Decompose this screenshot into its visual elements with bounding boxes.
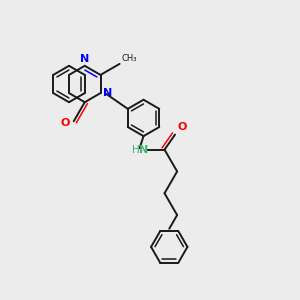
- Text: N: N: [103, 88, 112, 98]
- Text: N: N: [80, 54, 89, 64]
- Text: H: H: [132, 145, 140, 154]
- Text: O: O: [177, 122, 187, 132]
- Text: N: N: [139, 145, 148, 154]
- Text: O: O: [61, 118, 70, 128]
- Text: CH₃: CH₃: [121, 54, 136, 63]
